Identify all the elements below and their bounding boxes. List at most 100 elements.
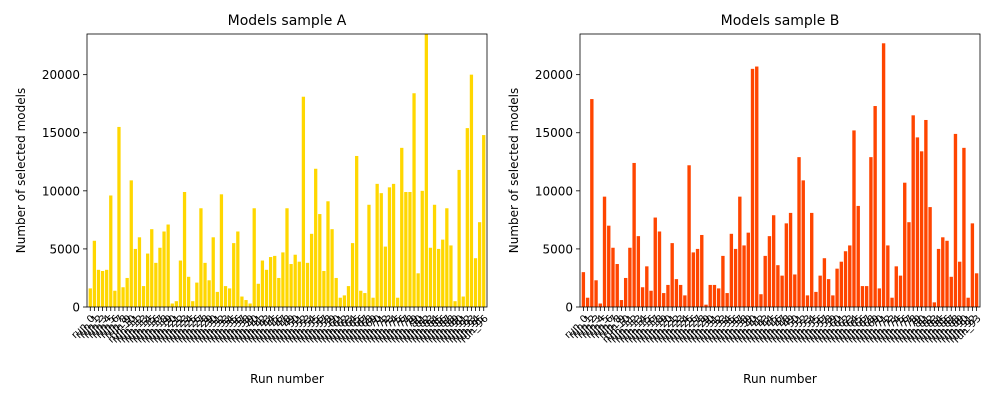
bar <box>615 264 619 307</box>
bar <box>293 254 297 307</box>
bar <box>700 234 704 307</box>
bar <box>342 295 347 307</box>
bar <box>640 287 645 307</box>
bar <box>721 255 725 307</box>
bar <box>150 229 154 307</box>
bar <box>264 269 269 307</box>
bar <box>260 260 265 307</box>
bar <box>805 295 810 307</box>
bar <box>219 194 224 307</box>
bar <box>125 277 129 307</box>
bar <box>712 284 717 307</box>
bar <box>289 264 293 307</box>
bar <box>223 286 228 307</box>
bar <box>437 248 441 307</box>
axes-frame <box>579 33 981 308</box>
bar <box>400 147 404 307</box>
y-tick-label: 0 <box>72 301 80 315</box>
bar <box>281 252 285 307</box>
bar <box>121 287 125 307</box>
bar <box>383 246 387 307</box>
bar <box>363 293 367 307</box>
bar <box>391 183 396 307</box>
bar <box>839 261 843 307</box>
bar <box>174 301 178 307</box>
bar <box>396 297 400 307</box>
bar <box>105 269 109 307</box>
bar <box>428 247 433 307</box>
bar <box>611 247 615 307</box>
bar <box>941 237 945 307</box>
bar <box>628 247 632 307</box>
bar <box>432 204 437 307</box>
bar <box>911 115 915 307</box>
bar <box>453 301 457 307</box>
bar <box>195 282 199 307</box>
bar <box>822 258 827 307</box>
bar <box>256 283 260 307</box>
y-tick-label: 15000 <box>535 126 573 140</box>
x-axis-label: Run number <box>250 372 324 386</box>
bar <box>657 231 662 307</box>
bar <box>178 260 183 307</box>
bar <box>232 243 236 307</box>
axes-frame <box>86 33 488 308</box>
bar <box>117 126 121 307</box>
bar <box>338 297 342 307</box>
bar <box>113 290 117 307</box>
bar <box>915 137 920 307</box>
bar <box>92 240 97 307</box>
bar <box>581 272 586 307</box>
bar <box>326 201 330 307</box>
y-tick-label: 20000 <box>42 68 80 82</box>
bar <box>691 252 696 307</box>
bar <box>240 296 244 307</box>
bar <box>678 284 683 307</box>
bar <box>273 255 277 307</box>
bar <box>771 215 776 307</box>
bar <box>215 291 219 307</box>
bar <box>869 157 873 307</box>
chart-panel-b: Models sample B05000100001500020000run_0… <box>507 13 984 386</box>
bar <box>170 303 174 307</box>
bar <box>966 297 970 307</box>
bar <box>856 205 860 307</box>
bar <box>848 245 852 307</box>
bar <box>623 277 628 307</box>
bar <box>367 204 371 307</box>
bar <box>133 248 137 307</box>
bar <box>974 273 979 307</box>
bar <box>936 248 941 307</box>
bar <box>137 237 142 307</box>
bar <box>318 214 322 307</box>
bar <box>207 280 211 307</box>
bar <box>602 196 607 307</box>
bar <box>729 233 734 307</box>
y-tick-label: 10000 <box>42 184 80 198</box>
bar <box>416 273 420 307</box>
bar <box>305 262 310 307</box>
bar <box>408 191 412 307</box>
bar <box>674 279 679 307</box>
bar <box>645 266 649 307</box>
bar <box>788 212 793 307</box>
bar <box>244 300 248 307</box>
bar <box>607 225 611 307</box>
bar <box>670 243 674 307</box>
bar <box>738 196 742 307</box>
bar <box>301 96 306 307</box>
bar <box>109 195 113 307</box>
bar <box>469 74 474 307</box>
bar <box>252 208 256 307</box>
bar <box>199 208 203 307</box>
y-axis-label: Number of selected models <box>507 88 521 254</box>
bar <box>725 293 729 307</box>
bar <box>227 288 232 307</box>
bar <box>330 229 334 307</box>
bar <box>594 280 598 307</box>
bar <box>632 162 636 307</box>
bar <box>759 294 763 307</box>
bar <box>191 301 195 307</box>
bar <box>953 133 958 307</box>
